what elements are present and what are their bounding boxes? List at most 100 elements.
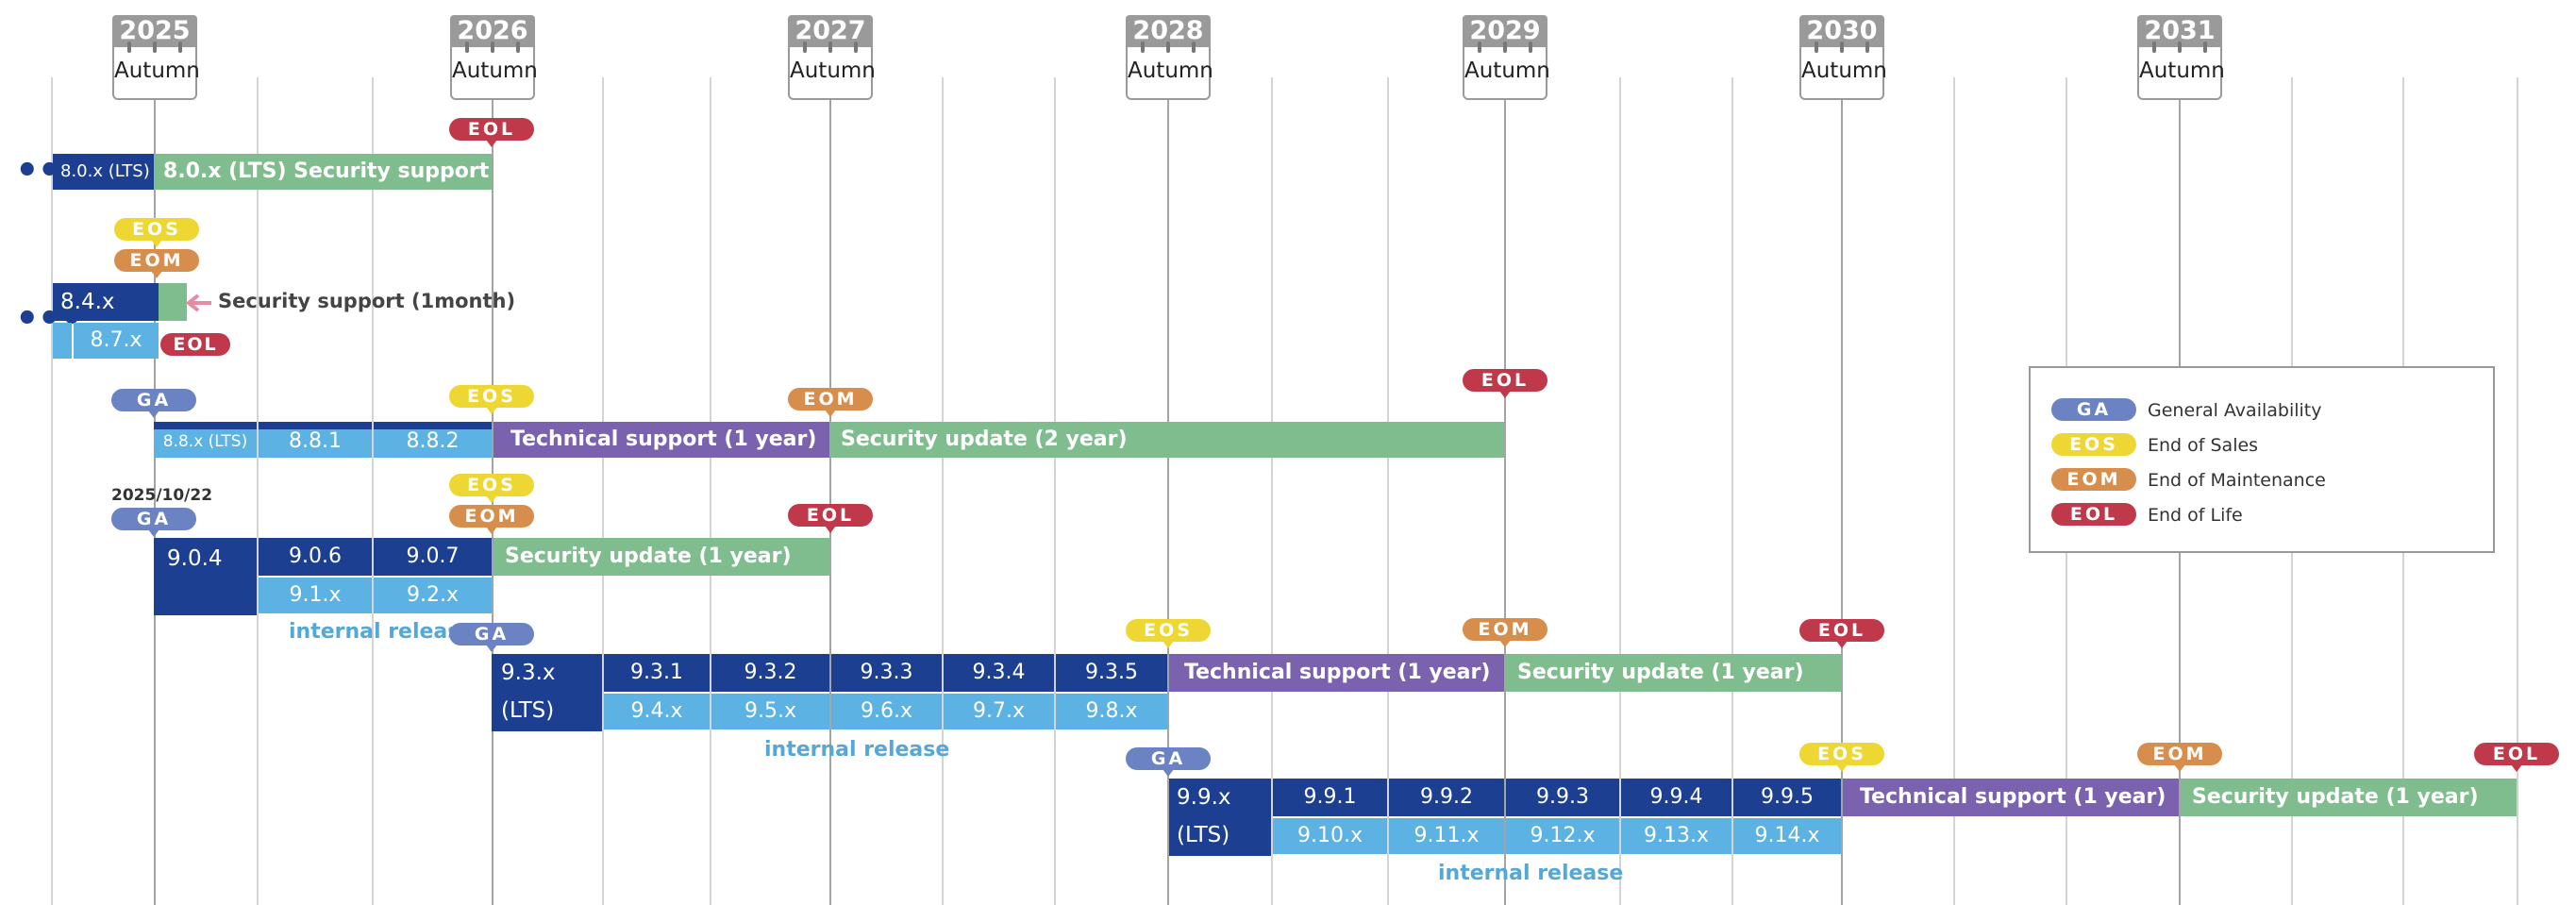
eos-badge: EOS [449,474,534,503]
eol-badge: EOL [1463,369,1547,398]
eos-badge: EOS [449,385,534,414]
internal-release-bar [53,323,72,359]
season-label: Autumn [450,45,538,100]
patch-bar: 9.9.1 [1273,779,1387,816]
security-support-note: Security support (1month) [218,290,516,312]
gridline [942,77,944,905]
year-label: 2030 [1799,15,1884,45]
ring-icon [1192,42,1196,53]
internal-release-bar: 9.8.x [1056,694,1167,729]
ring-icon [854,42,858,53]
legend-label: End of Sales [2148,435,2259,456]
patch-bar: 9.9.4 [1621,779,1731,816]
gridline [1271,77,1273,905]
gridline-year [1504,77,1506,905]
season-label: Autumn [1126,45,1213,100]
internal-release-bar: 9.7.x [944,694,1054,729]
internal-release-bar: 9.10.x [1273,818,1387,854]
technical-support-bar: Technical support (1 year) [493,422,829,458]
gridline-year [1841,77,1843,905]
ring-icon [1166,42,1170,53]
eos-badge: EOS [114,218,199,247]
internal-release-label: internal release [764,738,950,762]
gridline [1953,77,1955,905]
year-header: 2025 Autumn [112,15,200,100]
season-label: Autumn [112,45,200,100]
release-version: 9.9.x [1177,785,1231,810]
internal-release-bar: 9.11.x [1389,818,1504,854]
patch-bar: 9.3.1 [604,654,710,692]
release-bar: 8.4.x [53,283,159,321]
year-label: 2029 [1463,15,1547,45]
ring-icon [465,42,469,53]
release-bar: 9.0.4 [154,538,257,615]
ring-icon [491,42,494,53]
internal-release-bar: 9.5.x [711,694,829,729]
year-label: 2025 [112,15,197,45]
legend-label: General Availability [2148,400,2322,421]
ga-badge: GA [111,508,196,537]
release-lts: (LTS) [1177,823,1230,847]
patch-bar: 9.0.6 [259,538,372,576]
release-bar-label: 8.8.x (LTS) [154,429,257,458]
gridline [602,77,604,905]
gridline [2517,77,2518,905]
patch-bar-label: 8.8.1 [259,429,372,458]
internal-release-label: internal release [1438,862,1624,885]
technical-support-bar: Technical support (1 year) [1843,779,2179,816]
release-lts: (LTS) [501,698,555,723]
ring-icon [153,42,157,53]
gridline-year [1167,77,1169,905]
gridline [710,77,711,905]
ga-date: 2025/10/22 [111,486,213,505]
year-header: 2028 Autumn [1126,15,1213,100]
gridline-year [154,77,156,905]
security-support-bar [159,283,187,321]
legend-label: End of Maintenance [2148,470,2326,491]
gridline [1054,77,1056,905]
ring-icon [1815,42,1818,53]
internal-release-bar: 9.2.x [374,578,492,613]
security-support-bar: 8.0.x (LTS) Security support [154,154,492,190]
eom-badge: EOM [449,505,534,534]
year-header: 2026 Autumn [450,15,538,100]
eom-badge: EOM [788,388,873,417]
season-label: Autumn [1463,45,1550,100]
gridline [1387,77,1389,905]
internal-release-bar: 9.13.x [1621,818,1731,854]
year-header: 2027 Autumn [788,15,876,100]
ring-icon [2178,42,2182,53]
ga-badge: GA [1126,747,1211,777]
ga-badge: GA [449,623,534,652]
ring-icon [127,42,131,53]
season-label: Autumn [1799,45,1887,100]
technical-support-bar: Technical support (1 year) [1169,654,1504,692]
eom-badge: EOM [2137,743,2222,772]
season-label: Autumn [2137,45,2225,100]
legend-eos-badge: EOS [2051,433,2136,456]
security-update-bar: Security update (2 year) [829,422,1504,458]
ring-icon [1529,42,1532,53]
gridline [51,77,53,905]
release-version: 9.3.x [501,661,556,685]
legend-eol-badge: EOL [2051,503,2136,526]
eol-badge: EOL [449,118,534,147]
gridline [1731,77,1733,905]
eol-badge: EOL [1799,619,1884,648]
release-bar: 9.3.x (LTS) [492,654,602,731]
eol-badge: EOL [788,504,873,533]
year-header: 2029 Autumn [1463,15,1550,100]
season-label: Autumn [788,45,876,100]
release-bar: 8.0.x (LTS) [53,154,154,190]
legend-eom-badge: EOM [2051,468,2136,491]
patch-bar: 9.9.3 [1506,779,1619,816]
ring-icon [1840,42,1844,53]
patch-bar: 9.0.7 [374,538,492,576]
internal-release-bar: 8.7.x [74,323,159,359]
eos-badge: EOS [1799,743,1884,772]
patch-bar-label: 8.8.2 [374,429,492,458]
ring-icon [803,42,807,53]
eol-badge: EOL [160,333,230,356]
gridline [1619,77,1621,905]
